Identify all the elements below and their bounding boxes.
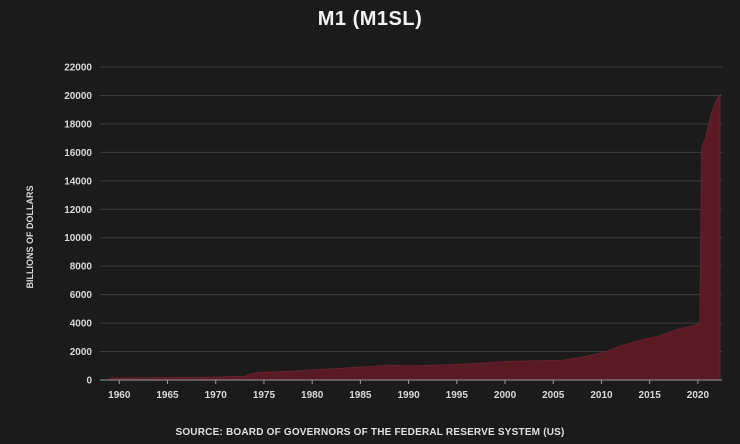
- x-tick-label-2015: 2015: [639, 390, 662, 401]
- x-tick-label-1985: 1985: [349, 390, 372, 401]
- y-tick-label-12000: 12000: [64, 205, 92, 216]
- y-tick-label-4000: 4000: [70, 319, 93, 330]
- y-tick-label-8000: 8000: [70, 262, 93, 273]
- x-tick-label-2005: 2005: [542, 390, 565, 401]
- y-tick-label-20000: 20000: [64, 91, 92, 102]
- y-tick-label-14000: 14000: [64, 176, 92, 187]
- x-tick-label-1975: 1975: [253, 390, 276, 401]
- y-tick-label-22000: 22000: [64, 63, 92, 74]
- source-note: SOURCE: BOARD OF GOVERNORS OF THE FEDERA…: [175, 427, 565, 438]
- x-tick-label-2010: 2010: [590, 390, 613, 401]
- x-tick-label-1960: 1960: [108, 390, 131, 401]
- chart-title: M1 (M1SL): [317, 8, 423, 30]
- x-tick-label-2000: 2000: [494, 390, 517, 401]
- y-tick-label-10000: 10000: [64, 233, 92, 244]
- grid-lines: [100, 66, 722, 381]
- x-tick-label-1980: 1980: [301, 390, 324, 401]
- x-tick-label-1970: 1970: [205, 390, 228, 401]
- x-axis: 1960 1965 1970 1975 1980 1985 1990 1995 2000 2005…: [100, 379, 722, 401]
- x-tick-label-1995: 1995: [446, 390, 469, 401]
- y-tick-label-2000: 2000: [70, 347, 93, 358]
- x-tick-label-1965: 1965: [156, 390, 179, 401]
- y-tick-label-6000: 6000: [70, 290, 93, 301]
- series-area-0: [109, 92, 721, 381]
- y-axis-label: BILLIONS OF DOLLARS: [25, 186, 35, 289]
- x-tick-label-2020: 2020: [687, 390, 710, 401]
- y-tick-label-16000: 16000: [64, 148, 92, 159]
- x-tick-label-1990: 1990: [397, 390, 420, 401]
- series-area-layer: [109, 92, 721, 381]
- y-tick-label-0: 0: [86, 376, 92, 387]
- y-tick-label-18000: 18000: [64, 119, 92, 130]
- y-axis: 0 2000 4000 6000 8000 10000 12000 14000 16000 180…: [64, 63, 92, 387]
